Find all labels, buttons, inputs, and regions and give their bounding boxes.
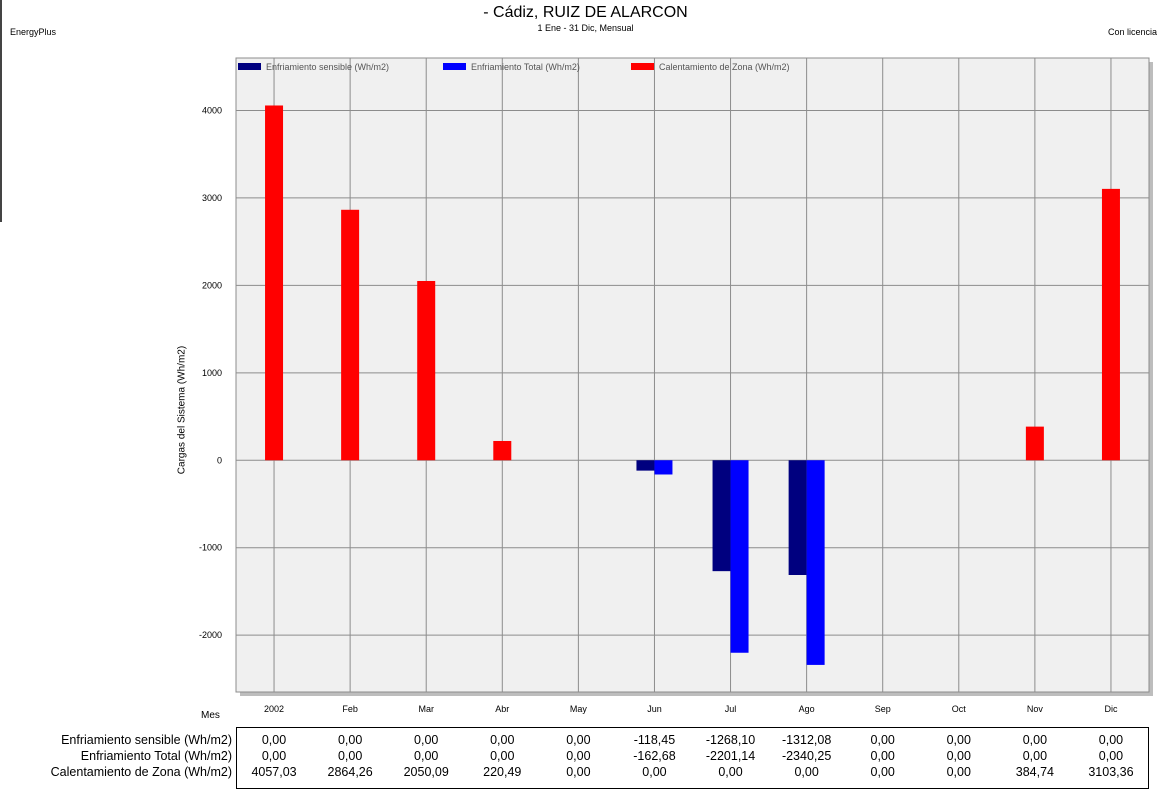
- bar-enfriamiento-total: [730, 460, 749, 653]
- left-border-line: [0, 0, 2, 222]
- y-tick-label: 2000: [202, 280, 222, 290]
- x-tick-label: Feb: [342, 704, 358, 714]
- data-table-frame: [236, 727, 1149, 789]
- y-tick-label: 4000: [202, 105, 222, 115]
- table-cell: 0,00: [718, 765, 743, 779]
- bar-calentamiento-zona: [417, 280, 436, 461]
- x-tick-label: Jul: [725, 704, 737, 714]
- table-cell: 0,00: [490, 749, 515, 763]
- table-cell: 0,00: [1098, 733, 1124, 747]
- table-cell: 4057,03: [251, 765, 297, 779]
- bar-calentamiento-zona: [1101, 188, 1120, 461]
- x-tick-label: Sep: [875, 704, 891, 714]
- table-cell: 3103,36: [1088, 765, 1134, 779]
- table-cell: -1312,08: [781, 733, 832, 747]
- y-tick-label: -1000: [199, 543, 222, 553]
- table-cell: -2340,25: [781, 749, 832, 763]
- table-row-label: Enfriamiento sensible (Wh/m2): [61, 733, 232, 747]
- x-tick-label: 2002: [264, 704, 284, 714]
- table-cell: 0,00: [566, 749, 591, 763]
- table-cell: 0,00: [642, 765, 667, 779]
- table-cell: 0,00: [566, 765, 591, 779]
- x-tick-label: Nov: [1027, 704, 1044, 714]
- x-tick-label: Abr: [495, 704, 509, 714]
- legend-label: Calentamiento de Zona (Wh/m2): [659, 62, 790, 72]
- table-cell: 0,00: [1022, 733, 1048, 747]
- bar-calentamiento-zona: [1025, 426, 1044, 461]
- x-tick-label: Dic: [1104, 704, 1117, 714]
- legend-swatch: [631, 63, 654, 70]
- x-axis-label: Mes: [201, 710, 220, 721]
- table-cell: -118,45: [633, 733, 676, 747]
- legend-label: Enfriamiento sensible (Wh/m2): [266, 62, 389, 72]
- license-label: Con licencia: [1107, 27, 1157, 37]
- table-cell: -1268,10: [705, 733, 756, 747]
- bar-calentamiento-zona: [341, 209, 360, 461]
- table-cell: 0,00: [337, 733, 363, 747]
- table-cell: 0,00: [1022, 749, 1048, 763]
- x-tick-label: Ago: [799, 704, 815, 714]
- table-cell: -2201,14: [705, 749, 756, 763]
- plot-area: [235, 57, 1150, 693]
- table-cell: 0,00: [946, 765, 971, 779]
- table-cell: 0,00: [870, 749, 895, 763]
- table-cell: 384,74: [1015, 765, 1054, 779]
- app-name: EnergyPlus: [10, 27, 57, 37]
- bar-enfriamiento-total: [806, 460, 825, 665]
- y-tick-label: 0: [217, 455, 222, 465]
- bar-enfriamiento-sensible: [788, 460, 807, 576]
- table-cell: 0,00: [566, 733, 591, 747]
- table-cell: 0,00: [946, 749, 971, 763]
- table-cell: 0,00: [414, 749, 439, 763]
- y-tick-label: 1000: [202, 368, 222, 378]
- table-cell: -162,68: [633, 749, 676, 763]
- legend-swatch: [238, 63, 261, 70]
- bar-enfriamiento-total: [654, 460, 673, 475]
- table-cell: 0,00: [870, 765, 895, 779]
- bar-enfriamiento-sensible: [712, 460, 731, 572]
- table-cell: 2864,26: [327, 765, 373, 779]
- table-cell: 0,00: [946, 733, 971, 747]
- table-cell: 220,49: [483, 765, 522, 779]
- y-tick-label: 3000: [202, 193, 222, 203]
- x-tick-label: Mar: [418, 704, 434, 714]
- table-cell: 0,00: [794, 765, 819, 779]
- bar-calentamiento-zona: [265, 105, 284, 461]
- chart-title: - Cádiz, RUIZ DE ALARCON: [483, 4, 688, 21]
- table-cell: 0,00: [261, 749, 287, 763]
- table-cell: 0,00: [490, 733, 515, 747]
- y-tick-label: -2000: [199, 630, 222, 640]
- x-tick-label: May: [570, 704, 588, 714]
- legend-swatch: [443, 63, 466, 70]
- legend-label: Enfriamiento Total (Wh/m2): [471, 62, 580, 72]
- bar-calentamiento-zona: [493, 440, 512, 461]
- table-cell: 2050,09: [403, 765, 449, 779]
- table-cell: 0,00: [870, 733, 895, 747]
- table-row-label: Enfriamiento Total (Wh/m2): [80, 749, 232, 763]
- table-cell: 0,00: [414, 733, 439, 747]
- table-cell: 0,00: [261, 733, 287, 747]
- table-cell: 0,00: [337, 749, 363, 763]
- chart-subtitle: 1 Ene - 31 Dic, Mensual: [537, 23, 634, 33]
- bar-enfriamiento-sensible: [636, 460, 655, 471]
- table-cell: 0,00: [1098, 749, 1124, 763]
- x-tick-label: Jun: [647, 704, 662, 714]
- x-tick-label: Oct: [952, 704, 967, 714]
- table-row-label: Calentamiento de Zona (Wh/m2): [50, 765, 232, 779]
